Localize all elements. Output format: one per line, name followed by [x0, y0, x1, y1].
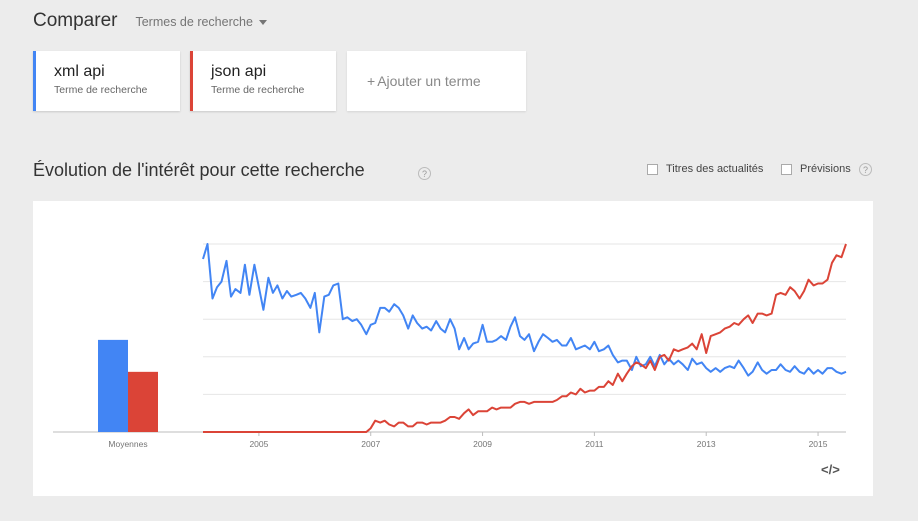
x-tick-label: 2005 [249, 439, 268, 449]
interest-chart: 2005 2007 2009 2011 2013 2015 Moyennes </> [33, 201, 873, 496]
caret-down-icon [258, 19, 267, 25]
page-title: Comparer [33, 10, 118, 31]
term-card-json-api[interactable]: json api Terme de recherche [190, 51, 336, 111]
average-bar-json-api [128, 371, 158, 432]
trend-chart-svg: 2005 2007 2009 2011 2013 2015 Moyennes [53, 243, 847, 449]
help-icon[interactable]: ? [859, 163, 872, 176]
x-tick-label: 2009 [473, 439, 492, 449]
x-tick-label: 2011 [585, 439, 604, 449]
search-mode-dropdown[interactable]: Termes de recherche [135, 15, 267, 29]
search-mode-label: Termes de recherche [135, 15, 253, 29]
series-line-json-api [203, 243, 847, 433]
add-term-label: Ajouter un terme [377, 73, 481, 89]
checkbox-icon [647, 163, 658, 175]
term-subtitle: Terme de recherche [54, 84, 148, 96]
add-term-button[interactable]: + Ajouter un terme [347, 51, 526, 111]
term-subtitle: Terme de recherche [211, 84, 305, 96]
averages-label: Moyennes [108, 439, 147, 449]
average-bar-xml-api [98, 339, 128, 432]
x-tick-label: 2015 [809, 439, 828, 449]
term-name: xml api [54, 63, 105, 80]
forecast-checkbox[interactable]: Prévisions [781, 163, 851, 175]
section-title: Évolution de l'intérêt pour cette recher… [33, 160, 365, 180]
term-card-xml-api[interactable]: xml api Terme de recherche [33, 51, 180, 111]
embed-code-icon[interactable]: </> [821, 462, 840, 477]
series-line-xml-api [202, 243, 847, 377]
help-icon[interactable]: ? [418, 167, 431, 180]
plus-icon: + [367, 73, 376, 89]
checkbox-icon [781, 163, 792, 175]
x-tick-label: 2007 [361, 439, 380, 449]
x-tick-label: 2013 [697, 439, 716, 449]
news-headlines-checkbox[interactable]: Titres des actualités [647, 163, 763, 175]
term-name: json api [211, 63, 267, 80]
forecast-label: Prévisions [800, 163, 851, 175]
news-headlines-label: Titres des actualités [666, 163, 764, 175]
